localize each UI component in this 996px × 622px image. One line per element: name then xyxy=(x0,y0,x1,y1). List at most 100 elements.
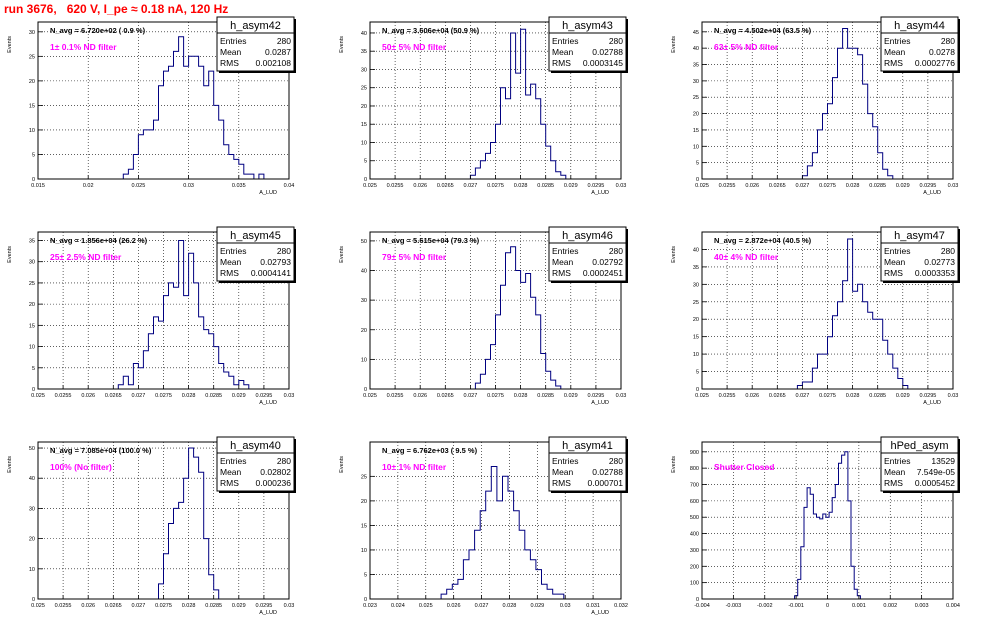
stats-rms-label: RMS xyxy=(884,478,903,488)
x-tick-label: 0.015 xyxy=(31,183,45,189)
stats-rms-label: RMS xyxy=(552,268,571,278)
histogram-panel: 0.025 0.0255 0.026 0.0265 0.027 0.0275 0.028 0.… xyxy=(7,226,296,406)
stats-entries-value: 280 xyxy=(609,246,623,256)
x-tick-label: 0.028 xyxy=(182,603,196,609)
x-axis-title: A_LUD xyxy=(923,190,941,196)
x-tick-label: 0.0275 xyxy=(155,393,172,399)
stats-entries-value: 280 xyxy=(941,36,955,46)
x-axis-title: A_LUD xyxy=(259,610,277,616)
y-tick-label: 300 xyxy=(690,548,699,554)
y-tick-label: 35 xyxy=(29,238,35,244)
x-tick-label: 0.028 xyxy=(503,603,517,609)
y-tick-label: 30 xyxy=(693,282,699,288)
x-tick-label: 0.027 xyxy=(796,183,810,189)
x-tick-label: -0.001 xyxy=(788,603,804,609)
x-tick-label: 0.0295 xyxy=(255,393,272,399)
stats-mean-value: 0.02788 xyxy=(592,467,623,477)
x-tick-label: 0.03 xyxy=(948,393,959,399)
navg-label: N_avg = 6.762e+03 ( 9.5 %) xyxy=(382,446,478,455)
x-tick-label: 0.0255 xyxy=(387,393,404,399)
x-tick-label: 0.001 xyxy=(852,603,866,609)
stats-rms-value: 0.0005452 xyxy=(915,478,955,488)
histogram-name: hPed_asym xyxy=(890,440,948,452)
x-tick-label: 0.025 xyxy=(31,603,45,609)
stats-entries-value: 280 xyxy=(941,246,955,256)
y-tick-label: 10 xyxy=(361,140,367,146)
x-tick-label: 0.025 xyxy=(695,183,709,189)
stats-entries-label: Entries xyxy=(220,36,246,46)
histogram-series xyxy=(794,451,861,599)
run-title: run 3676, 620 V, I_pe ≈ 0.18 nA, 120 Hz xyxy=(4,2,229,16)
x-tick-label: 0.03 xyxy=(284,393,295,399)
stats-rms-value: 0.0002776 xyxy=(915,58,955,68)
x-tick-label: 0.028 xyxy=(514,393,528,399)
stats-entries-value: 280 xyxy=(609,456,623,466)
x-tick-label: 0.026 xyxy=(745,183,759,189)
navg-label: N_avg = 2.872e+04 (40.5 %) xyxy=(714,236,812,245)
stats-entries-label: Entries xyxy=(552,456,578,466)
y-tick-label: 10 xyxy=(361,357,367,363)
y-tick-label: 0 xyxy=(696,597,699,603)
x-tick-label: 0.03 xyxy=(616,183,627,189)
filter-label: 50± 5% ND filter xyxy=(382,42,447,52)
stats-mean-label: Mean xyxy=(552,47,574,57)
x-tick-label: 0.025 xyxy=(419,603,433,609)
y-tick-label: 5 xyxy=(696,161,699,167)
y-tick-label: 30 xyxy=(29,506,35,512)
x-tick-label: 0.0255 xyxy=(387,183,404,189)
x-tick-label: 0.035 xyxy=(232,183,246,189)
stats-mean-value: 0.02792 xyxy=(592,257,623,267)
x-axis-title: A_LUD xyxy=(259,190,277,196)
x-tick-label: 0.0295 xyxy=(919,183,936,189)
y-tick-label: 20 xyxy=(29,537,35,543)
y-axis-title: Events xyxy=(671,456,677,473)
histogram-panel: 0.025 0.0255 0.026 0.0265 0.027 0.0275 0.028 0.… xyxy=(7,436,296,616)
stats-rms-label: RMS xyxy=(220,268,239,278)
x-tick-label: 0.026 xyxy=(745,393,759,399)
histogram-series xyxy=(117,240,250,389)
y-tick-label: 20 xyxy=(29,302,35,308)
x-tick-label: 0.0295 xyxy=(919,393,936,399)
stats-rms-value: 0.000236 xyxy=(256,478,292,488)
x-axis-title: A_LUD xyxy=(591,400,609,406)
y-tick-label: 15 xyxy=(693,128,699,134)
histogram-name: h_asym44 xyxy=(894,20,945,32)
x-tick-label: 0.027 xyxy=(464,183,478,189)
y-tick-label: 700 xyxy=(690,483,699,489)
x-tick-label: 0.029 xyxy=(530,603,544,609)
y-tick-label: 30 xyxy=(693,79,699,85)
stats-mean-label: Mean xyxy=(220,47,242,57)
histogram-series xyxy=(801,28,894,179)
x-tick-label: 0.0275 xyxy=(155,603,172,609)
histogram-panel: -0.004 -0.003 -0.002 -0.001 0 0.001 0.002 0.003… xyxy=(671,436,960,609)
x-tick-label: 0.0265 xyxy=(769,393,786,399)
y-axis-title: Events xyxy=(339,246,345,263)
stats-entries-value: 13529 xyxy=(931,456,955,466)
histogram-series xyxy=(122,36,265,180)
navg-label: N_avg = 6.720e+02 ( 0.9 %) xyxy=(50,26,146,35)
stats-mean-value: 0.0287 xyxy=(265,47,291,57)
stats-box xyxy=(548,226,627,282)
x-axis-title: A_LUD xyxy=(591,610,609,616)
y-tick-label: 15 xyxy=(29,103,35,109)
y-tick-label: 20 xyxy=(693,112,699,118)
x-tick-label: 0.0255 xyxy=(55,603,72,609)
histogram-panel: 0.025 0.0255 0.026 0.0265 0.027 0.0275 0.028 0.… xyxy=(671,226,960,406)
stats-mean-label: Mean xyxy=(884,467,906,477)
x-tick-label: 0.03 xyxy=(560,603,571,609)
x-tick-label: 0.026 xyxy=(81,603,95,609)
histogram-name: h_asym46 xyxy=(562,230,613,242)
stats-entries-label: Entries xyxy=(552,246,578,256)
y-tick-label: 30 xyxy=(29,260,35,266)
histogram-series xyxy=(474,246,562,389)
filter-label: 63± 5% ND filter xyxy=(714,42,779,52)
stats-rms-label: RMS xyxy=(552,478,571,488)
y-tick-label: 35 xyxy=(693,265,699,271)
x-tick-label: 0.027 xyxy=(464,393,478,399)
x-tick-label: 0.028 xyxy=(846,183,860,189)
stats-entries-value: 280 xyxy=(277,246,291,256)
histogram-name: h_asym43 xyxy=(562,20,613,32)
y-tick-label: 40 xyxy=(693,46,699,52)
y-axis-title: Events xyxy=(671,36,677,53)
histogram-name: h_asym45 xyxy=(230,230,281,242)
